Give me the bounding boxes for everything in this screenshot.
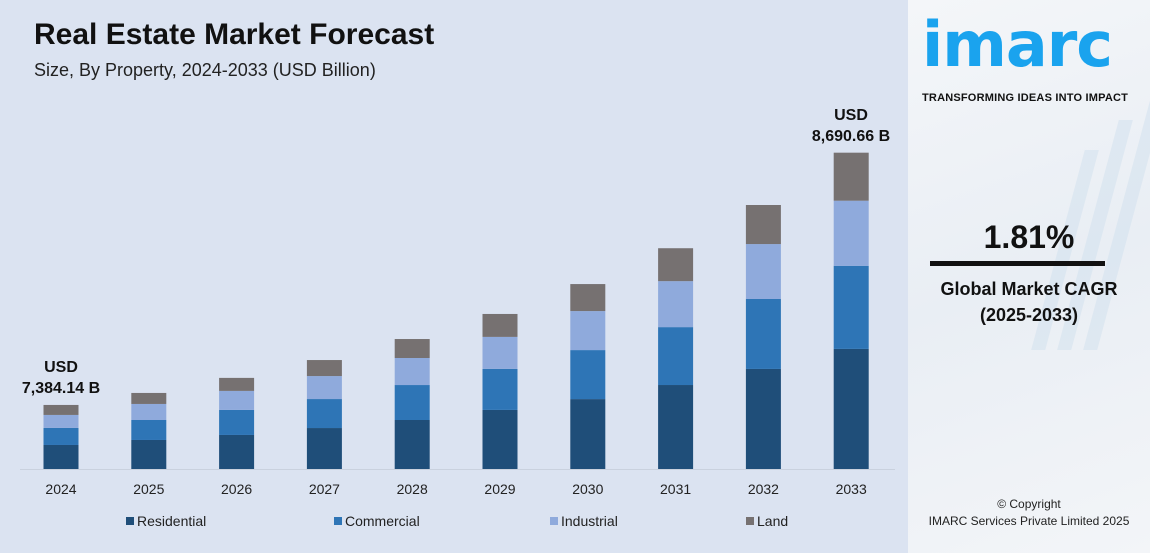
annotation-2024-line1: USD	[44, 359, 78, 376]
bar-commercial-2028	[394, 385, 430, 420]
bar-residential-2030	[570, 399, 606, 469]
bar-industrial-2032	[745, 244, 781, 299]
legend-label: Commercial	[345, 513, 420, 529]
legend-commercial: Commercial	[334, 513, 420, 529]
company-name: IMARC Services Private Limited 2025	[928, 514, 1130, 528]
bar-industrial-2026	[219, 390, 255, 410]
x-tick-label: 2030	[572, 481, 603, 497]
legend-label: Industrial	[561, 513, 618, 529]
bar-industrial-2025	[131, 403, 167, 420]
x-tick-label: 2025	[133, 481, 164, 497]
bar-commercial-2029	[482, 368, 518, 410]
bar-industrial-2027	[306, 376, 342, 400]
legend-residential: Residential	[126, 513, 206, 529]
legend-swatch	[746, 517, 754, 525]
x-tick-label: 2026	[221, 481, 252, 497]
x-tick-label: 2024	[45, 481, 76, 497]
legend-swatch	[550, 517, 558, 525]
annotation-2024-value: 7,384.14 B	[21, 380, 101, 397]
annotation-2033-value: 8,690.66 B	[811, 128, 891, 145]
sidebar: imarc TRANSFORMING IDEAS INTO IMPACT 1.8…	[908, 0, 1150, 553]
bar-commercial-2030	[570, 350, 606, 400]
x-tick-label: 2029	[484, 481, 515, 497]
bar-residential-2029	[482, 409, 518, 469]
legend-label: Land	[757, 513, 789, 529]
bar-commercial-2031	[658, 327, 694, 386]
chart-subtitle: Size, By Property, 2024-2033 (USD Billio…	[34, 60, 376, 80]
bar-commercial-2033	[833, 265, 869, 349]
bar-industrial-2030	[570, 311, 606, 351]
bar-residential-2031	[658, 385, 694, 469]
bar-land-2024	[43, 404, 79, 415]
annotation-2024: USD 7,384.14 B	[14, 357, 108, 399]
bar-industrial-2028	[394, 358, 430, 386]
bar-industrial-2024	[43, 414, 79, 428]
annotation-2033: USD 8,690.66 B	[802, 105, 900, 147]
bar-commercial-2025	[131, 419, 167, 440]
bar-land-2030	[570, 284, 606, 312]
x-tick-label: 2028	[397, 481, 428, 497]
bar-land-2028	[394, 339, 430, 359]
tagline: TRANSFORMING IDEAS INTO IMPACT	[922, 92, 1129, 104]
annotation-2033-line1: USD	[834, 107, 868, 124]
bar-commercial-2032	[745, 298, 781, 369]
legend-swatch	[126, 517, 134, 525]
chart-title: Real Estate Market Forecast	[34, 18, 435, 51]
x-tick-label: 2027	[309, 481, 340, 497]
bar-land-2029	[482, 313, 518, 337]
cagr-value: 1.81%	[983, 219, 1075, 255]
stacked-bar-chart: 2024 2025 2026 2027 2028 2029 2030 2031 2032 2033	[20, 152, 895, 497]
copyright: © Copyright	[997, 497, 1061, 511]
bar-residential-2024	[43, 444, 79, 469]
cagr-label: Global Market CAGR	[940, 279, 1118, 299]
bar-industrial-2029	[482, 336, 518, 369]
bar-residential-2033	[833, 348, 869, 469]
bar-land-2026	[219, 377, 255, 391]
bar-land-2033	[833, 152, 869, 201]
cagr-period: (2025-2033)	[979, 305, 1079, 325]
bar-residential-2027	[306, 428, 342, 469]
bar-land-2032	[745, 205, 781, 245]
x-tick-label: 2031	[660, 481, 691, 497]
bar-industrial-2031	[658, 281, 694, 328]
bar-commercial-2024	[43, 427, 79, 445]
bar-land-2025	[131, 392, 167, 404]
legend-land: Land	[746, 513, 788, 529]
bar-commercial-2026	[219, 409, 255, 435]
bar-residential-2032	[745, 368, 781, 469]
legend-industrial: Industrial	[550, 513, 618, 529]
bar-industrial-2033	[833, 200, 869, 266]
bar-commercial-2027	[306, 399, 342, 429]
legend-swatch	[334, 517, 342, 525]
bar-residential-2025	[131, 439, 167, 469]
bar-residential-2026	[219, 434, 255, 469]
x-tick-label: 2033	[836, 481, 867, 497]
imarc-logo: imarc	[922, 8, 1113, 81]
bar-land-2031	[658, 248, 694, 282]
x-tick-label: 2032	[748, 481, 779, 497]
legend-label: Residential	[137, 513, 207, 529]
bar-residential-2028	[394, 419, 430, 469]
bar-land-2027	[306, 360, 342, 377]
divider	[930, 261, 1105, 266]
chart-panel: Real Estate Market Forecast Size, By Pro…	[0, 0, 908, 553]
